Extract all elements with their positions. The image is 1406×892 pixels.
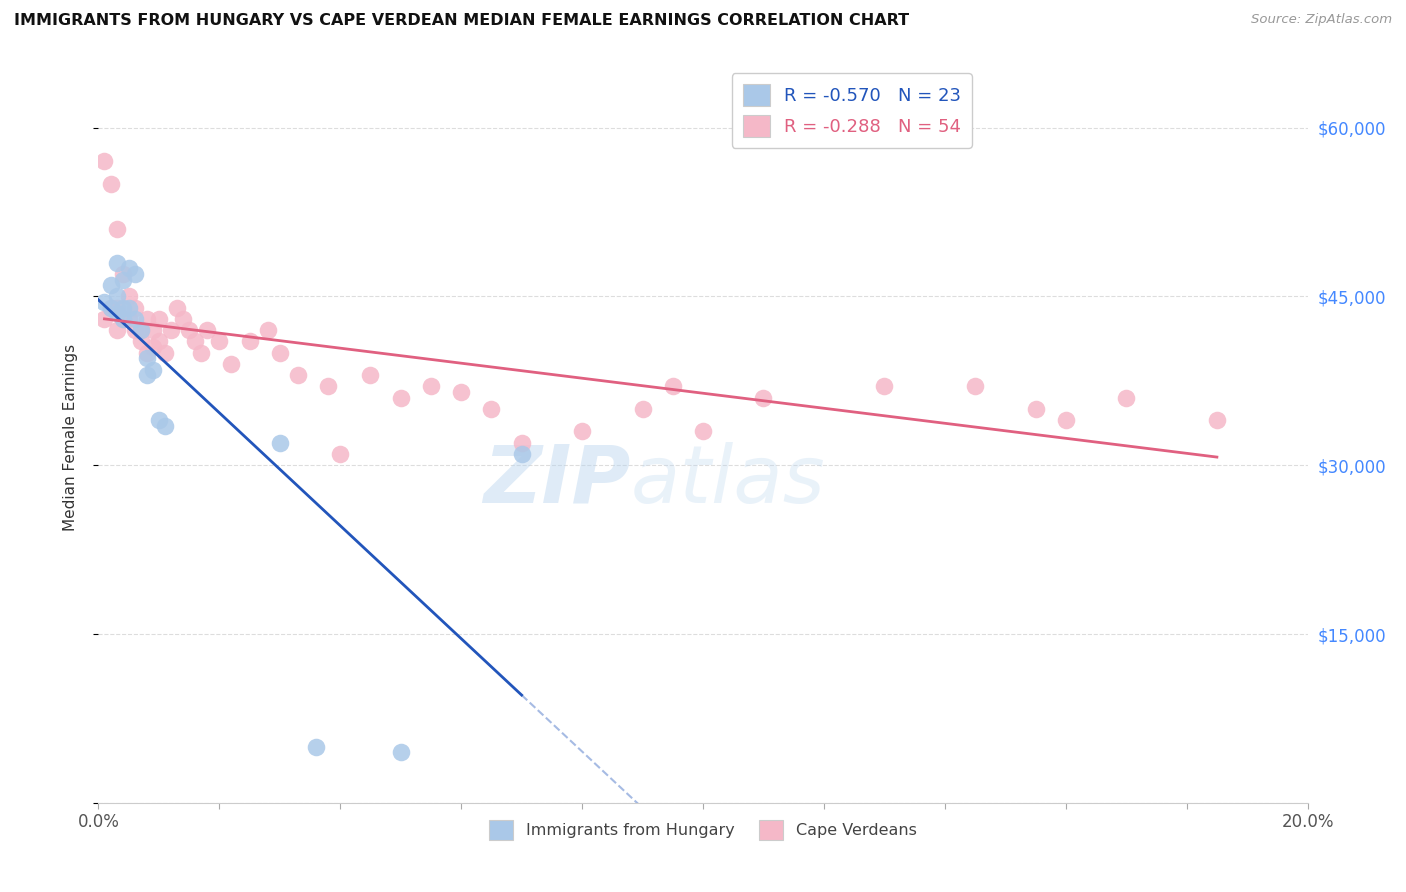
Point bbox=[692, 425, 714, 439]
Point bbox=[105, 222, 128, 236]
Y-axis label: Median Female Earnings: Median Female Earnings bbox=[63, 343, 77, 531]
Point bbox=[305, 739, 328, 754]
Point bbox=[124, 312, 146, 326]
Point bbox=[153, 345, 176, 359]
Point bbox=[135, 345, 157, 359]
Point bbox=[172, 312, 194, 326]
Point bbox=[965, 379, 987, 393]
Point bbox=[287, 368, 309, 383]
Point bbox=[148, 312, 170, 326]
Point bbox=[135, 351, 157, 366]
Point bbox=[360, 368, 382, 383]
Point bbox=[256, 323, 278, 337]
Point bbox=[420, 379, 443, 393]
Point bbox=[129, 323, 152, 337]
Point bbox=[129, 323, 152, 337]
Point bbox=[631, 401, 654, 416]
Point bbox=[111, 267, 134, 281]
Point bbox=[118, 261, 141, 276]
Point bbox=[389, 391, 412, 405]
Point bbox=[135, 312, 157, 326]
Point bbox=[142, 340, 165, 354]
Point bbox=[184, 334, 207, 349]
Point bbox=[105, 255, 128, 269]
Point bbox=[105, 323, 128, 337]
Point bbox=[118, 289, 141, 303]
Point bbox=[195, 323, 218, 337]
Point bbox=[93, 295, 115, 310]
Point bbox=[100, 301, 122, 315]
Point bbox=[510, 435, 533, 450]
Point bbox=[105, 306, 128, 320]
Point bbox=[269, 345, 291, 359]
Point bbox=[873, 379, 896, 393]
Point bbox=[111, 312, 134, 326]
Text: Source: ZipAtlas.com: Source: ZipAtlas.com bbox=[1251, 13, 1392, 27]
Point bbox=[269, 435, 291, 450]
Point bbox=[153, 418, 176, 433]
Point bbox=[148, 413, 170, 427]
Point bbox=[661, 379, 683, 393]
Legend: Immigrants from Hungary, Cape Verdeans: Immigrants from Hungary, Cape Verdeans bbox=[484, 814, 922, 846]
Point bbox=[1024, 401, 1046, 416]
Point bbox=[142, 323, 165, 337]
Point bbox=[752, 391, 775, 405]
Point bbox=[208, 334, 231, 349]
Point bbox=[221, 357, 243, 371]
Text: IMMIGRANTS FROM HUNGARY VS CAPE VERDEAN MEDIAN FEMALE EARNINGS CORRELATION CHART: IMMIGRANTS FROM HUNGARY VS CAPE VERDEAN … bbox=[14, 13, 910, 29]
Point bbox=[100, 278, 122, 293]
Point bbox=[389, 745, 412, 759]
Point bbox=[93, 154, 115, 169]
Point bbox=[179, 323, 201, 337]
Point bbox=[118, 312, 141, 326]
Point bbox=[93, 312, 115, 326]
Text: ZIP: ZIP bbox=[484, 442, 630, 520]
Point bbox=[124, 301, 146, 315]
Point bbox=[105, 289, 128, 303]
Point bbox=[129, 334, 152, 349]
Point bbox=[239, 334, 262, 349]
Point bbox=[111, 272, 134, 286]
Point bbox=[160, 323, 183, 337]
Point bbox=[118, 301, 141, 315]
Point bbox=[124, 267, 146, 281]
Point bbox=[1206, 413, 1229, 427]
Point bbox=[190, 345, 212, 359]
Point bbox=[142, 362, 165, 376]
Point bbox=[135, 368, 157, 383]
Point bbox=[481, 401, 503, 416]
Point bbox=[166, 301, 188, 315]
Text: atlas: atlas bbox=[630, 442, 825, 520]
Point bbox=[316, 379, 339, 393]
Point bbox=[571, 425, 593, 439]
Point bbox=[100, 177, 122, 191]
Point bbox=[1054, 413, 1077, 427]
Point bbox=[100, 301, 122, 315]
Point bbox=[510, 447, 533, 461]
Point bbox=[105, 301, 128, 315]
Point bbox=[1115, 391, 1137, 405]
Point bbox=[450, 385, 472, 400]
Point bbox=[124, 323, 146, 337]
Point bbox=[111, 312, 134, 326]
Point bbox=[148, 334, 170, 349]
Point bbox=[111, 301, 134, 315]
Point bbox=[329, 447, 352, 461]
